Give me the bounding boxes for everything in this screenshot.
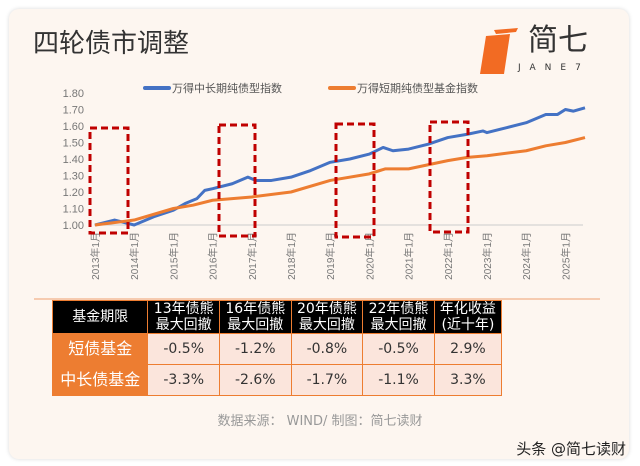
- x-tick-label: 2020年1月: [363, 232, 376, 280]
- x-tick-label: 2025年1月: [559, 232, 572, 280]
- header-cell: 22年债熊 最大回撤: [362, 300, 435, 334]
- highlight-box: [428, 120, 470, 234]
- logo-text: 简七: [528, 23, 588, 58]
- cell: -0.8%: [290, 333, 364, 365]
- x-tick-label: 2018年1月: [285, 232, 298, 280]
- y-tick-label: 1.50: [63, 138, 84, 150]
- x-tick-label: 2015年1月: [167, 232, 180, 280]
- x-tick-label: 2017年1月: [246, 232, 259, 280]
- highlight-box: [334, 122, 376, 239]
- drawdown-table: 基金期限 13年债熊 最大回撤 16年债熊 最大回撤 20年债熊 最大回撤 22年债熊…: [51, 300, 503, 396]
- highlight-box: [217, 123, 257, 238]
- y-tick-label: 1.00: [63, 220, 84, 232]
- x-tick-label: 2014年1月: [128, 232, 141, 280]
- header-cell: 13年债熊 最大回撤: [147, 300, 220, 334]
- logo-subtext: JANE7: [518, 63, 590, 73]
- cell: -3.3%: [147, 364, 220, 396]
- x-tick-label: 2013年1月: [89, 232, 102, 280]
- x-tick-label: 2024年1月: [520, 232, 533, 280]
- table-row: 中长债基金 -3.3% -2.6% -1.7% -1.1% 3.3%: [51, 364, 503, 396]
- table-row: 短债基金 -0.5% -1.2% -0.8% -0.5% 2.9%: [51, 333, 503, 365]
- cell: -0.5%: [147, 333, 220, 365]
- y-tick-label: 1.60: [63, 121, 84, 133]
- y-tick-label: 1.40: [63, 154, 84, 166]
- y-tick-label: 1.70: [63, 105, 84, 117]
- row-label: 中长债基金: [51, 364, 149, 396]
- cell: -1.2%: [219, 333, 292, 365]
- legend-label: 万得中长期纯债型指数: [172, 81, 282, 95]
- table-header-row: 基金期限 13年债熊 最大回撤 16年债熊 最大回撤 20年债熊 最大回撤 22年债熊…: [51, 300, 503, 334]
- series-line: [94, 106, 586, 227]
- header-cell: 年化收益 (近十年): [433, 300, 503, 334]
- y-tick-label: 1.30: [63, 171, 84, 183]
- page-title: 四轮债市调整: [33, 29, 190, 59]
- series-line: [94, 136, 586, 227]
- x-tick-label: 2023年1月: [481, 232, 494, 280]
- cell: -1.1%: [362, 364, 435, 396]
- cell: 2.9%: [433, 333, 503, 365]
- logo: 简七 JANE7: [480, 26, 620, 76]
- cell: 3.3%: [433, 364, 503, 396]
- cell: -0.5%: [362, 333, 435, 365]
- line-chart: 1.00 1.10 1.20 1.30 1.40 1.50 1.60 1.70 1.80 2013…: [34, 81, 600, 300]
- y-tick-label: 1.20: [63, 187, 84, 199]
- y-tick-label: 1.10: [63, 204, 84, 216]
- cell: -2.6%: [219, 364, 292, 396]
- x-tick-label: 2016年1月: [207, 232, 220, 280]
- watermark: 头条 @简七读财: [516, 440, 626, 458]
- y-tick-label: 1.80: [63, 88, 84, 100]
- logo-mark-icon: [480, 28, 518, 74]
- x-tick-label: 2022年1月: [442, 232, 455, 280]
- x-tick-label: 2019年1月: [324, 232, 337, 280]
- header-cell: 基金期限: [51, 300, 149, 334]
- legend-label: 万得短期纯债型基金指数: [357, 81, 478, 95]
- row-label: 短债基金: [51, 333, 149, 365]
- header-cell: 16年债熊 最大回撤: [219, 300, 292, 334]
- source-note: 数据来源： WIND/ 制图：简七读财: [217, 414, 423, 429]
- x-tick-label: 2021年1月: [403, 232, 416, 280]
- highlight-box: [88, 126, 130, 235]
- header-cell: 20年债熊 最大回撤: [290, 300, 364, 334]
- cell: -1.7%: [290, 364, 364, 396]
